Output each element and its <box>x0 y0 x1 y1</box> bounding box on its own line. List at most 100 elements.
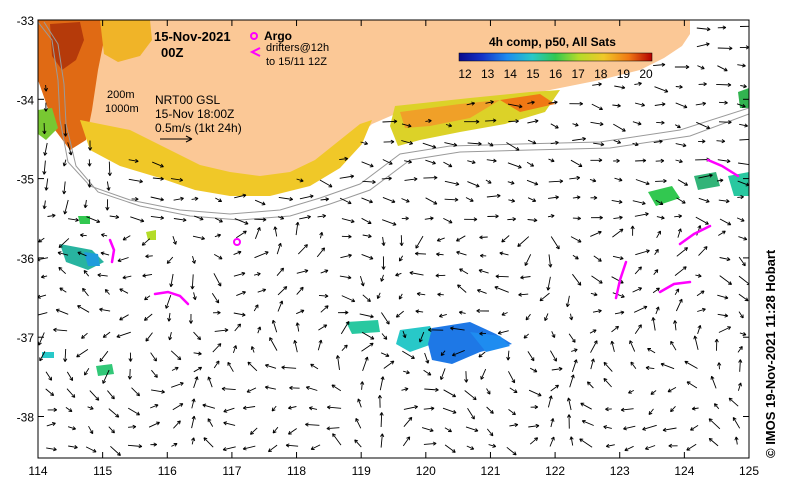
current-arrow <box>648 408 654 416</box>
current-arrow <box>403 370 410 375</box>
current-arrow <box>59 287 67 293</box>
current-arrow <box>457 284 467 293</box>
drifter-track <box>678 224 712 246</box>
current-arrow <box>628 389 635 394</box>
current-arrow <box>717 362 722 370</box>
current-arrow <box>380 433 385 448</box>
drifter-track <box>614 260 628 300</box>
current-arrow <box>593 255 602 262</box>
current-arrow <box>194 215 204 221</box>
current-arrow <box>675 298 683 312</box>
current-arrow <box>308 406 318 411</box>
current-arrow <box>173 217 187 222</box>
current-arrow <box>277 300 284 312</box>
current-arrow <box>501 312 508 316</box>
current-arrow <box>605 443 615 448</box>
current-arrow <box>464 217 478 222</box>
current-arrow <box>508 198 516 203</box>
current-arrow <box>271 405 277 412</box>
current-arrow <box>509 422 519 428</box>
current-arrow <box>233 271 246 277</box>
current-arrow <box>403 416 413 427</box>
current-arrow <box>633 305 648 313</box>
current-arrow <box>82 287 89 297</box>
current-arrow <box>698 246 708 256</box>
current-arrow <box>165 294 172 309</box>
current-arrow <box>565 295 570 308</box>
current-arrow <box>444 427 452 433</box>
current-arrow <box>318 293 329 299</box>
land-mass <box>38 20 690 186</box>
current-arrow <box>172 236 177 245</box>
current-arrow <box>382 196 396 204</box>
current-arrow <box>404 177 418 182</box>
current-arrow <box>684 360 698 369</box>
current-arrow <box>150 352 157 362</box>
current-arrow <box>738 162 749 166</box>
current-arrow <box>63 124 68 137</box>
current-arrow <box>569 436 574 446</box>
current-arrow <box>299 194 314 200</box>
current-arrow <box>418 331 425 343</box>
current-arrow <box>127 407 140 416</box>
current-arrow <box>425 159 436 165</box>
current-arrow <box>341 344 348 352</box>
current-arrow <box>668 443 678 448</box>
current-arrow <box>693 335 699 350</box>
current-arrow <box>653 62 666 67</box>
current-arrow <box>242 445 256 451</box>
current-arrow <box>572 216 582 221</box>
colorbar-title: 4h comp, p50, All Sats <box>489 35 616 49</box>
current-arrow <box>443 389 457 398</box>
current-arrow <box>566 397 572 411</box>
current-arrow <box>719 275 733 285</box>
current-arrow <box>614 85 626 90</box>
current-arrow <box>717 159 731 164</box>
current-arrow <box>736 217 745 222</box>
current-arrow <box>55 308 69 315</box>
current-arrow <box>293 340 298 353</box>
current-arrow <box>613 215 623 220</box>
current-arrow <box>395 272 402 277</box>
current-arrow <box>650 390 657 395</box>
current-arrow <box>591 103 603 111</box>
current-arrow <box>296 286 304 295</box>
current-arrow <box>38 237 45 243</box>
current-arrow <box>150 196 164 202</box>
colorbar-tick-label: 15 <box>526 67 540 81</box>
drifter-track <box>706 158 740 178</box>
current-arrow <box>605 407 612 412</box>
current-arrow <box>79 233 87 238</box>
current-arrow <box>624 445 634 452</box>
current-arrow <box>359 275 365 287</box>
current-arrow <box>273 226 278 237</box>
current-arrow <box>530 405 539 410</box>
current-arrow <box>148 421 160 428</box>
current-arrow <box>108 426 115 434</box>
current-arrow <box>550 384 560 392</box>
current-arrow <box>655 178 667 184</box>
current-arrow <box>233 312 246 317</box>
current-arrow <box>424 387 439 392</box>
current-arrow <box>331 384 342 392</box>
current-arrow <box>674 288 680 296</box>
current-arrow <box>444 444 456 453</box>
current-arrow <box>548 100 558 105</box>
current-arrow <box>568 333 576 343</box>
current-arrow <box>592 309 602 314</box>
current-arrow <box>232 345 238 354</box>
current-arrow <box>550 350 557 362</box>
drifter-track <box>153 290 190 306</box>
current-arrow <box>193 331 202 341</box>
current-arrow <box>716 139 726 144</box>
current-arrow <box>634 324 642 335</box>
current-arrow <box>267 444 278 453</box>
drifter-track <box>108 238 116 264</box>
current-arrow <box>467 141 482 146</box>
current-arrow <box>550 418 555 428</box>
current-arrow <box>697 307 706 312</box>
current-arrow <box>316 247 326 258</box>
current-arrow <box>590 340 598 353</box>
current-arrow <box>458 310 466 315</box>
current-arrow <box>718 230 726 236</box>
